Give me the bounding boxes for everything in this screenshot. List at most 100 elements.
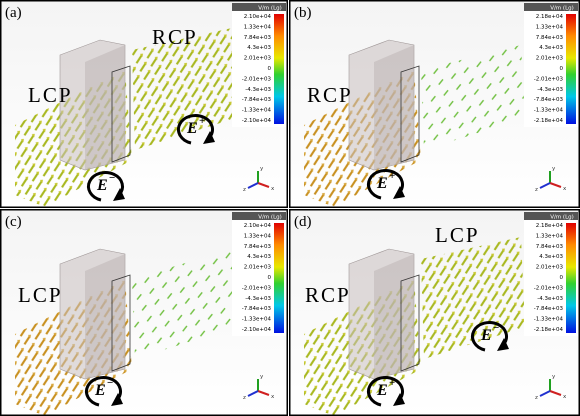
- colorbar-tick-label: 1.33e+04: [536, 233, 564, 239]
- rotation-arrowhead: [497, 338, 509, 351]
- colorbar-tick-label: 7.84e+03: [536, 244, 564, 250]
- colorbar-tick-label: -1.33e+04: [534, 108, 564, 114]
- colorbar-header: [232, 212, 286, 220]
- triad-label: z: [243, 187, 246, 193]
- panel-border: [0, 209, 288, 416]
- field-sign: −: [493, 322, 499, 334]
- triad-label: y: [260, 374, 264, 380]
- colorbar-tick-label: -1.33e+04: [534, 317, 564, 323]
- triad-label: x: [271, 394, 275, 400]
- rotation-arrow: [177, 114, 214, 145]
- field-sign: −: [109, 172, 115, 184]
- colorbar-tick-label: 2.10e+04: [244, 223, 272, 229]
- rotation-arrowhead: [203, 131, 215, 144]
- field-symbol: E: [96, 177, 108, 194]
- colorbar-tick-label: 4.3e+03: [247, 254, 271, 260]
- field-sign: −: [107, 377, 113, 389]
- colorbar-tick-label: -7.84e+03: [242, 97, 272, 103]
- colorbar-tick-label: 2.01e+03: [244, 265, 272, 271]
- rotation-arrowhead: [393, 186, 405, 199]
- colorbar-tick-label: -2.18e+04: [534, 327, 564, 333]
- colorbar-header: [524, 3, 578, 11]
- colorbar-tick-label: 7.84e+03: [244, 244, 272, 250]
- colorbar-tick-label: 0: [560, 275, 564, 281]
- colorbar-tick-label: 1.33e+04: [244, 24, 272, 30]
- panel: (c) LCP E − V/m (Lg) 2.10e+04 1.33e+04 7.84e+03…: [0, 209, 288, 416]
- rotation-arrow: [367, 376, 404, 407]
- triad-label: z: [243, 395, 246, 401]
- rotation-arrowhead: [111, 393, 123, 406]
- triad-z: [247, 390, 259, 397]
- colorbar-tick-label: 0: [268, 275, 272, 281]
- colorbar-tick-label: 2.01e+03: [244, 56, 272, 62]
- triad-label: z: [535, 395, 538, 401]
- triad-label: x: [563, 394, 567, 400]
- triad-z: [247, 182, 259, 189]
- colorbar-tick-label: 2.01e+03: [536, 56, 564, 62]
- panel-label: (d): [294, 214, 312, 230]
- colorbar-header: [524, 212, 578, 220]
- triad-label: y: [552, 166, 556, 172]
- polarization-label: LCP: [18, 283, 63, 307]
- colorbar-header: [232, 3, 286, 11]
- triad-x: [257, 390, 270, 396]
- colorbar-tick-label: 7.84e+03: [244, 35, 272, 41]
- triad-z: [539, 182, 551, 189]
- triad-x: [257, 182, 270, 188]
- colorbar-tick-label: -4.3e+03: [537, 296, 563, 302]
- colorbar-tick-label: 2.10e+04: [244, 14, 272, 20]
- polarization-label: RCP: [307, 83, 353, 107]
- triad-z: [539, 390, 551, 397]
- field-sign: +: [389, 170, 395, 182]
- colorbar: [274, 223, 284, 333]
- triad-label: y: [552, 374, 556, 380]
- colorbar-tick-label: -2.10e+04: [242, 118, 272, 124]
- triad-label: x: [271, 186, 275, 192]
- colorbar-tick-label: 0: [268, 66, 272, 72]
- colorbar-unit: V/m (Lg): [258, 215, 282, 221]
- panel-label: (b): [294, 5, 312, 21]
- polarization-label: LCP: [435, 223, 480, 247]
- colorbar-tick-label: 2.18e+04: [536, 14, 564, 20]
- colorbar-tick-label: 1.33e+04: [536, 24, 564, 30]
- field-symbol: E: [376, 382, 388, 399]
- colorbar-tick-label: -1.33e+04: [242, 317, 272, 323]
- triad-label: y: [260, 166, 264, 172]
- colorbar-tick-label: -1.33e+04: [242, 108, 272, 114]
- field-symbol: E: [480, 327, 492, 344]
- colorbar-tick-label: -2.01e+03: [534, 285, 564, 291]
- colorbar-tick-label: -4.3e+03: [537, 87, 563, 93]
- colorbar-tick-label: 2.18e+04: [536, 223, 564, 229]
- colorbar-tick-label: 4.3e+03: [539, 45, 563, 51]
- rotation-arrow: [85, 376, 122, 407]
- colorbar-tick-label: -4.3e+03: [245, 296, 271, 302]
- colorbar-unit: V/m (Lg): [550, 215, 574, 221]
- colorbar: [274, 14, 284, 124]
- field-symbol: E: [186, 120, 198, 137]
- colorbar: [566, 223, 576, 333]
- panel-label: (c): [5, 214, 22, 230]
- panel-border: [289, 209, 580, 416]
- colorbar-tick-label: 0: [560, 66, 564, 72]
- polarization-label: RCP: [152, 25, 198, 49]
- colorbar-tick-label: -7.84e+03: [242, 306, 272, 312]
- colorbar-tick-label: 1.33e+04: [244, 233, 272, 239]
- rotation-arrow: [367, 169, 404, 200]
- colorbar-tick-label: -2.18e+04: [534, 118, 564, 124]
- panel-border: [0, 0, 288, 208]
- colorbar-unit: V/m (Lg): [258, 6, 282, 12]
- field-symbol: E: [376, 175, 388, 192]
- rotation-arrow: [471, 321, 508, 352]
- polarization-label: LCP: [28, 83, 73, 107]
- colorbar-tick-label: -4.3e+03: [245, 87, 271, 93]
- colorbar-tick-label: -2.10e+04: [242, 327, 272, 333]
- colorbar-tick-label: 2.01e+03: [536, 265, 564, 271]
- polarization-label: RCP: [305, 283, 351, 307]
- colorbar-tick-label: -2.01e+03: [242, 285, 272, 291]
- triad-label: z: [535, 187, 538, 193]
- colorbar-unit: V/m (Lg): [550, 6, 574, 12]
- panel-c-image: [0, 209, 288, 416]
